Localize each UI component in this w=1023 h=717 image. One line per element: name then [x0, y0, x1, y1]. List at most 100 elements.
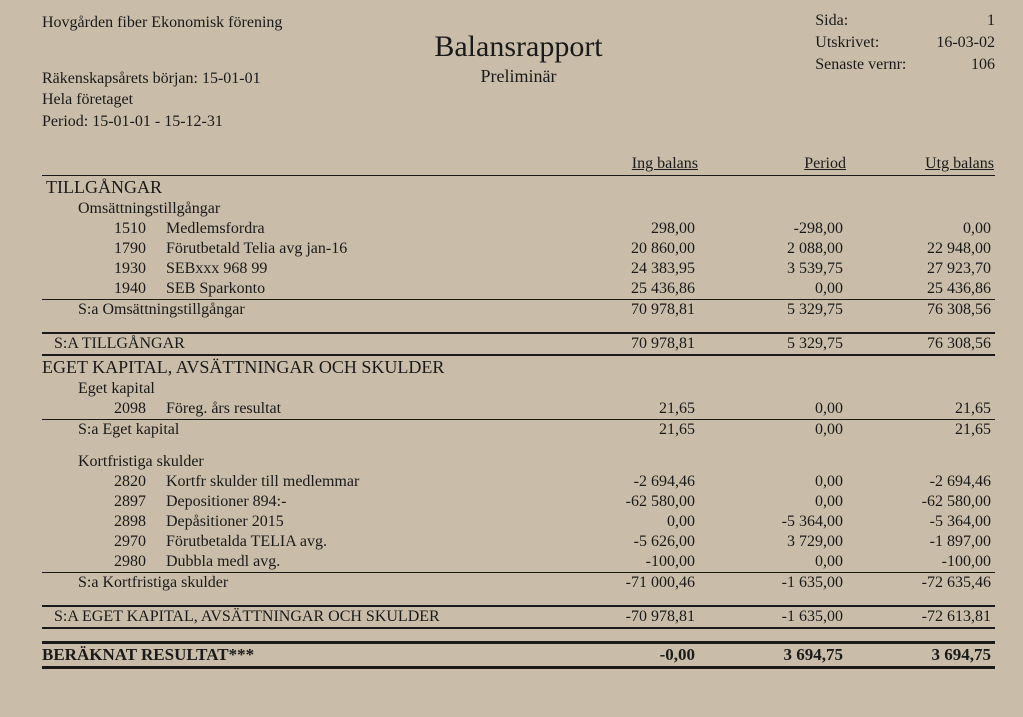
utg-value: -1 897,00 — [847, 532, 995, 552]
header-center: Balansrapport Preliminär — [363, 12, 674, 132]
col-header-ing: Ing balans — [551, 154, 699, 176]
utg-value: 76 308,56 — [847, 300, 995, 321]
period-value: 3 729,00 — [699, 532, 847, 552]
assets-sub-heading-row: Omsättningstillgångar — [42, 199, 995, 219]
utg-value: -5 364,00 — [847, 512, 995, 532]
period-label: Period: — [42, 113, 92, 130]
utg-value: -72 613,81 — [847, 606, 995, 628]
ing-value: -71 000,46 — [551, 573, 699, 594]
fiscal-start-value: 15-01-01 — [202, 70, 261, 87]
table-row: 1940 SEB Sparkonto 25 436,86 0,00 25 436… — [42, 279, 995, 300]
account-desc: Depåsitioner 2015 — [162, 512, 551, 532]
table-row: 1510 Medlemsfordra 298,00 -298,00 0,00 — [42, 219, 995, 239]
assets-grand-sum-row: S:A TILLGÅNGAR 70 978,81 5 329,75 76 308… — [42, 333, 995, 355]
utg-value: 76 308,56 — [847, 333, 995, 355]
account-number: 1930 — [42, 259, 162, 279]
col-header-period: Period — [699, 154, 847, 176]
ing-value: 0,00 — [551, 512, 699, 532]
account-number: 2820 — [42, 472, 162, 492]
report-subtitle: Preliminär — [363, 66, 674, 87]
column-header-row: Ing balans Period Utg balans — [42, 154, 995, 176]
fiscal-start: Räkenskapsårets början: 15-01-01 — [42, 68, 353, 90]
assets-heading-row: TILLGÅNGAR — [42, 176, 995, 200]
account-number: 2970 — [42, 532, 162, 552]
ing-value: -62 580,00 — [551, 492, 699, 512]
table-row: 2970 Förutbetalda TELIA avg. -5 626,00 3… — [42, 532, 995, 552]
result-row: BERÄKNAT RESULTAT*** -0,00 3 694,75 3 69… — [42, 643, 995, 668]
account-desc: Medlemsfordra — [162, 219, 551, 239]
header-left: Hovgården fiber Ekonomisk förening Räken… — [42, 12, 353, 132]
balance-report-page: Hovgården fiber Ekonomisk förening Räken… — [0, 0, 1023, 681]
scope: Hela företaget — [42, 89, 353, 111]
short-heading: Kortfristiga skulder — [42, 452, 995, 472]
printed-value: 16-03-02 — [936, 34, 995, 52]
period: Period: 15-01-01 - 15-12-31 — [42, 111, 353, 133]
short-sum-label: S:a Kortfristiga skulder — [42, 573, 551, 594]
col-header-blank2 — [162, 154, 551, 176]
report-header: Hovgården fiber Ekonomisk förening Räken… — [42, 12, 995, 132]
utg-value: -72 635,46 — [847, 573, 995, 594]
utg-value: 22 948,00 — [847, 239, 995, 259]
printed-label: Utskrivet: — [815, 34, 906, 52]
period-value: -5 364,00 — [699, 512, 847, 532]
period-value: -1 635,00 — [699, 573, 847, 594]
page-label: Sida: — [815, 12, 906, 30]
period-value: 0,00 — [699, 399, 847, 420]
utg-value: 21,65 — [847, 399, 995, 420]
account-desc: SEBxxx 968 99 — [162, 259, 551, 279]
period-value: 15-01-01 - 15-12-31 — [92, 113, 223, 130]
ing-value: -0,00 — [551, 643, 699, 668]
utg-value: 25 436,86 — [847, 279, 995, 300]
account-desc: Föreg. års resultat — [162, 399, 551, 420]
utg-value: -62 580,00 — [847, 492, 995, 512]
period-value: 3 539,75 — [699, 259, 847, 279]
period-value: 0,00 — [699, 420, 847, 441]
account-number: 2098 — [42, 399, 162, 420]
ing-value: 25 436,86 — [551, 279, 699, 300]
report-title: Balansrapport — [363, 30, 674, 64]
assets-sub-sum-row: S:a Omsättningstillgångar 70 978,81 5 32… — [42, 300, 995, 321]
account-number: 2898 — [42, 512, 162, 532]
org-name: Hovgården fiber Ekonomisk förening — [42, 12, 353, 34]
table-row: 2897 Depositioner 894:- -62 580,00 0,00 … — [42, 492, 995, 512]
table-row: 1790 Förutbetald Telia avg jan-16 20 860… — [42, 239, 995, 259]
utg-value: -100,00 — [847, 552, 995, 573]
ing-value: -70 978,81 — [551, 606, 699, 628]
account-desc: Kortfr skulder till medlemmar — [162, 472, 551, 492]
col-header-blank1 — [42, 154, 162, 176]
table-row: 2820 Kortfr skulder till medlemmar -2 69… — [42, 472, 995, 492]
period-value: 0,00 — [699, 552, 847, 573]
ing-value: 21,65 — [551, 420, 699, 441]
vernr-label: Senaste vernr: — [815, 56, 906, 74]
utg-value: -2 694,46 — [847, 472, 995, 492]
balance-table: Ing balans Period Utg balans TILLGÅNGAR … — [42, 154, 995, 669]
account-number: 1510 — [42, 219, 162, 239]
fiscal-start-label: Räkenskapsårets början: — [42, 70, 202, 87]
header-right: Sida: 1 Utskrivet: 16-03-02 Senaste vern… — [684, 12, 995, 132]
period-value: 5 329,75 — [699, 300, 847, 321]
assets-heading: TILLGÅNGAR — [42, 176, 995, 200]
liab-heading-row: EGET KAPITAL, AVSÄTTNINGAR OCH SKULDER — [42, 355, 995, 379]
period-value: 5 329,75 — [699, 333, 847, 355]
result-label: BERÄKNAT RESULTAT*** — [42, 643, 551, 668]
sub-sum-label: S:a Omsättningstillgångar — [42, 300, 551, 321]
ing-value: 24 383,95 — [551, 259, 699, 279]
ing-value: 20 860,00 — [551, 239, 699, 259]
account-desc: Depositioner 894:- — [162, 492, 551, 512]
account-desc: Dubbla medl avg. — [162, 552, 551, 573]
ing-value: 21,65 — [551, 399, 699, 420]
equity-heading-row: Eget kapital — [42, 379, 995, 399]
table-row: 2098 Föreg. års resultat 21,65 0,00 21,6… — [42, 399, 995, 420]
period-value: -1 635,00 — [699, 606, 847, 628]
vernr-value: 106 — [936, 56, 995, 74]
utg-value: 0,00 — [847, 219, 995, 239]
utg-value: 27 923,70 — [847, 259, 995, 279]
ing-value: 298,00 — [551, 219, 699, 239]
col-header-utg: Utg balans — [847, 154, 995, 176]
account-desc: Förutbetald Telia avg jan-16 — [162, 239, 551, 259]
equity-heading: Eget kapital — [42, 379, 995, 399]
short-heading-row: Kortfristiga skulder — [42, 452, 995, 472]
utg-value: 3 694,75 — [847, 643, 995, 668]
account-number: 2897 — [42, 492, 162, 512]
liab-heading: EGET KAPITAL, AVSÄTTNINGAR OCH SKULDER — [42, 355, 995, 379]
